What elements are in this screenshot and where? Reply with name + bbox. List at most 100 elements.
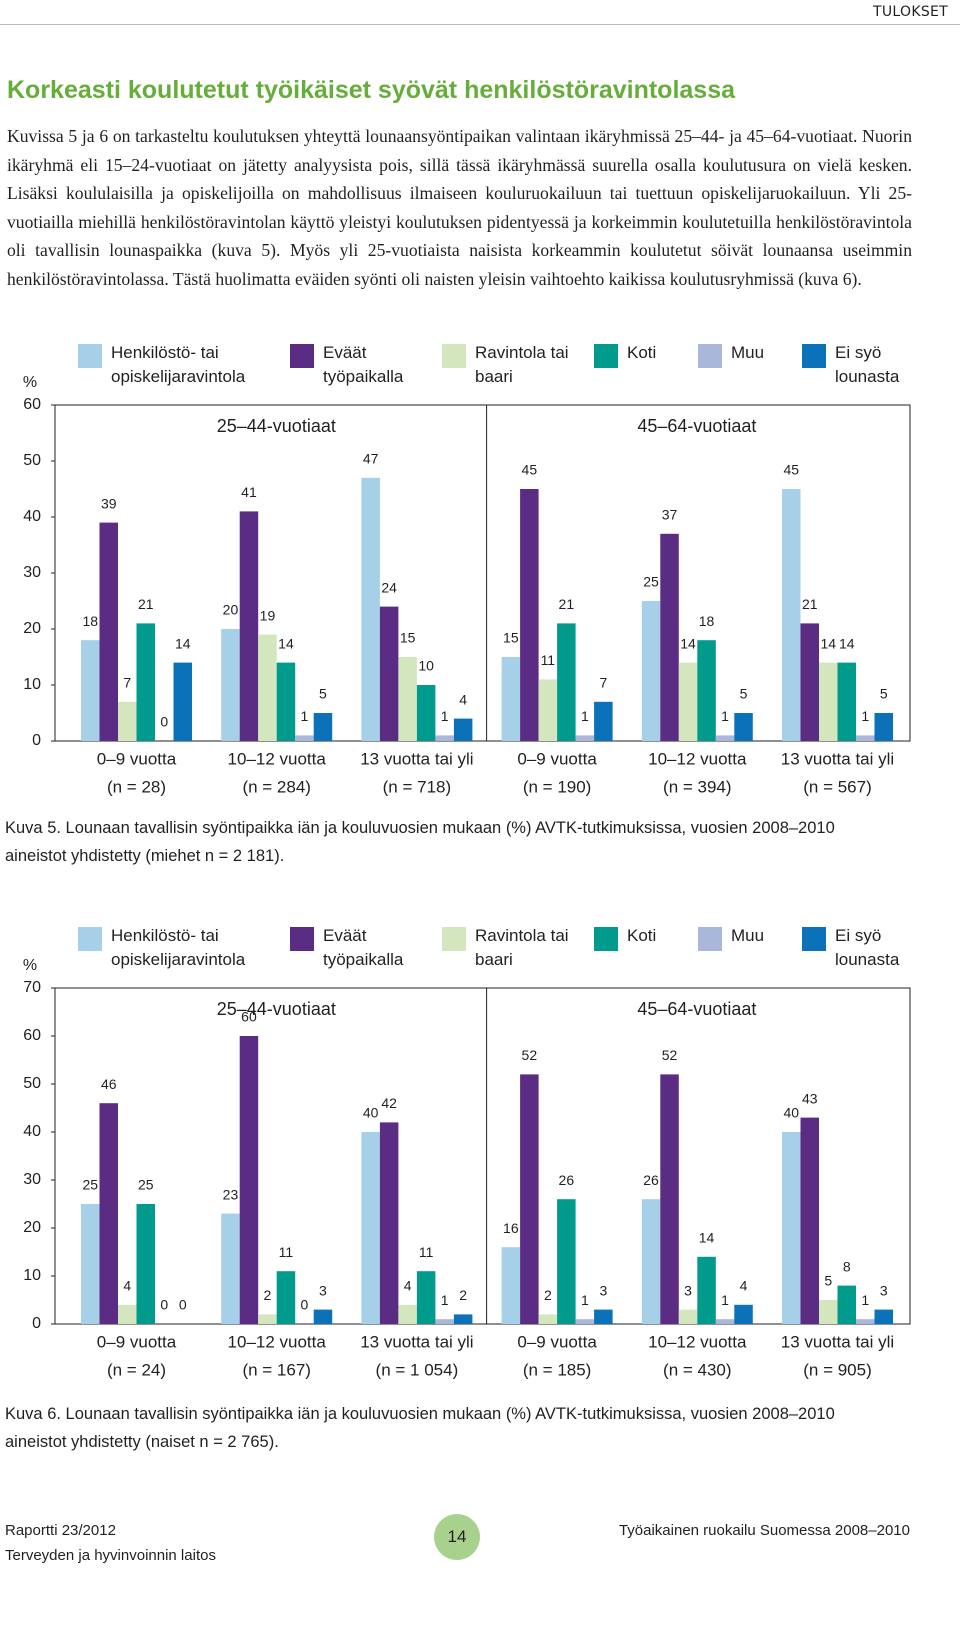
value-label: 25 <box>643 574 659 590</box>
x-tick-note: (n = 905) <box>803 1360 872 1379</box>
caption: Kuva 6. Lounaan tavallisin syöntipaikka … <box>5 1405 835 1451</box>
x-tick-label: 0–9 vuotta <box>517 1332 597 1351</box>
value-label: 21 <box>802 596 818 612</box>
bar <box>874 713 893 741</box>
bar <box>856 735 875 741</box>
value-label: 0 <box>160 1297 168 1313</box>
value-label: 2 <box>264 1287 272 1303</box>
value-label: 2 <box>459 1287 467 1303</box>
value-label: 26 <box>559 1172 575 1188</box>
bar <box>660 1074 679 1324</box>
bar <box>837 662 856 741</box>
page-number: 14 <box>434 1514 480 1560</box>
legend-label: Koti <box>627 343 657 362</box>
y-tick-label: 20 <box>23 1219 41 1236</box>
value-label: 21 <box>138 596 154 612</box>
value-label: 52 <box>662 1047 678 1063</box>
x-tick-note: (n = 284) <box>242 777 311 796</box>
group-label: 25–44-vuotiaat <box>217 999 336 1019</box>
value-label: 18 <box>699 613 715 629</box>
value-label: 14 <box>680 635 696 651</box>
value-label: 5 <box>740 686 748 702</box>
value-label: 5 <box>319 686 327 702</box>
x-tick-label: 13 vuotta tai yli <box>360 1332 473 1351</box>
legend-swatch <box>78 927 102 951</box>
y-tick-label: 30 <box>23 564 41 581</box>
bar <box>594 701 613 741</box>
bar <box>501 657 521 741</box>
y-tick-label: 70 <box>23 979 41 996</box>
legend-label: Eväät työpaikalla <box>323 343 404 386</box>
bar <box>800 623 819 741</box>
bar <box>221 629 240 741</box>
y-tick-label: 20 <box>23 620 41 637</box>
x-tick-label: 0–9 vuotta <box>97 749 177 768</box>
bar <box>715 1319 735 1324</box>
bar <box>660 533 679 741</box>
value-label: 45 <box>783 462 799 478</box>
legend-item: Henkilöstö- tai opiskelijaravintola <box>78 924 276 976</box>
value-label: 8 <box>843 1258 851 1274</box>
bar <box>118 701 137 741</box>
legend-item: Ei syö lounasta <box>802 341 920 393</box>
legend-swatch <box>802 344 826 368</box>
value-label: 47 <box>363 451 379 467</box>
bar <box>520 1074 539 1324</box>
bar <box>697 1256 716 1324</box>
x-tick-label: 13 vuotta tai yli <box>781 1332 894 1351</box>
bar <box>136 1204 155 1324</box>
group-label: 45–64-vuotiaat <box>637 999 756 1019</box>
x-tick-label: 0–9 vuotta <box>517 749 597 768</box>
legend-item: Muu <box>698 924 791 976</box>
value-label: 16 <box>503 1220 519 1236</box>
bar <box>276 1271 296 1324</box>
value-label: 4 <box>404 1278 412 1294</box>
bar <box>118 1304 137 1324</box>
bar <box>594 1309 613 1324</box>
legend-swatch <box>594 344 618 368</box>
x-tick-note: (n = 718) <box>383 777 452 796</box>
legend-label: Ei syö lounasta <box>835 343 900 386</box>
y-axis-label: % <box>23 957 37 974</box>
y-tick-label: 0 <box>32 1315 41 1332</box>
bar <box>538 679 558 741</box>
value-label: 1 <box>721 708 729 724</box>
y-tick-label: 30 <box>23 1171 41 1188</box>
section-label: TULOKSET <box>873 4 948 20</box>
value-label: 7 <box>599 675 607 691</box>
bar <box>313 713 333 741</box>
x-tick-label: 10–12 vuotta <box>648 1332 747 1351</box>
bar <box>501 1247 521 1324</box>
legend-label: Muu <box>731 343 765 362</box>
value-label: 11 <box>541 652 556 668</box>
legend-label: Koti <box>627 926 657 945</box>
group-label: 45–64-vuotiaat <box>637 416 756 436</box>
bar <box>453 718 473 741</box>
footer-publication: Työaikainen ruokailu Suomessa 2008–2010 <box>618 1522 910 1539</box>
y-tick-label: 0 <box>32 732 41 749</box>
legend-swatch <box>442 927 466 951</box>
value-label: 52 <box>522 1047 538 1063</box>
bar <box>575 735 595 741</box>
bar <box>416 685 436 741</box>
bar <box>379 606 399 741</box>
chart: % 0 10 20 30 40 50 60 70 25–44-vuotiaat 45–64-vuot… <box>0 918 960 1393</box>
value-label: 1 <box>441 708 449 724</box>
value-label: 14 <box>820 635 836 651</box>
legend-swatch <box>698 344 722 368</box>
bar <box>874 1309 893 1324</box>
x-tick-note: (n = 185) <box>523 1360 592 1379</box>
bar <box>258 1314 277 1324</box>
plot-frame <box>54 404 911 742</box>
bar <box>856 1319 875 1324</box>
x-tick-note: (n = 24) <box>107 1360 166 1379</box>
x-tick-note: (n = 1 054) <box>376 1360 459 1379</box>
value-label: 42 <box>381 1095 397 1111</box>
heading: Korkeasti koulutetut työikäiset syövät h… <box>7 76 736 104</box>
value-label: 5 <box>880 686 888 702</box>
legend-item: Henkilöstö- tai opiskelijaravintola <box>78 341 276 393</box>
bar <box>435 735 454 741</box>
bar <box>99 522 118 741</box>
paragraph: Kuvissa 5 ja 6 on tarkasteltu koulutukse… <box>7 126 912 289</box>
